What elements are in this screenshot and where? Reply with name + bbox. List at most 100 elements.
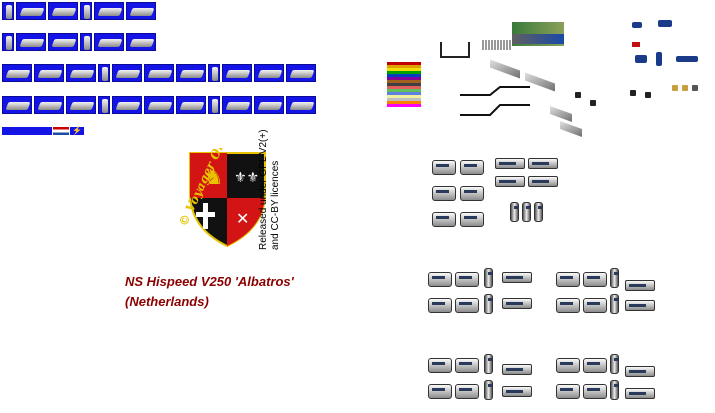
vehicle-sprite xyxy=(556,298,580,313)
vehicle-sprite xyxy=(510,202,519,222)
red-piece-icon xyxy=(632,42,640,47)
iso-tile-4 xyxy=(560,120,582,138)
sprite-tile xyxy=(34,96,64,114)
color-palette xyxy=(387,62,421,107)
vehicle-sprite xyxy=(484,268,493,288)
vehicle-sprite xyxy=(502,298,532,309)
vehicle-sprite xyxy=(522,202,531,222)
train-sprite-icon xyxy=(69,70,95,78)
sprite-tile xyxy=(208,96,220,114)
small-icon xyxy=(682,85,688,91)
sprite-tile xyxy=(94,33,124,51)
train-sprite-icon xyxy=(212,99,218,113)
train-sprite-icon xyxy=(115,102,141,110)
sprite-tile xyxy=(208,64,220,82)
sprite-tile xyxy=(254,64,284,82)
bracket-icon xyxy=(440,42,470,58)
vehicle-sprite xyxy=(495,176,525,187)
train-sprite-icon xyxy=(84,36,90,50)
vehicle-sprite xyxy=(460,212,484,227)
train-sprite-icon xyxy=(289,102,315,110)
train-sprite-icon xyxy=(179,102,205,110)
sprite-tile xyxy=(222,96,252,114)
blue-piece-icon xyxy=(656,52,662,66)
train-sprite-icon xyxy=(5,70,31,78)
train-sprite-icon xyxy=(51,39,77,47)
train-sprite-icon xyxy=(257,102,283,110)
vehicle-sprite xyxy=(528,176,558,187)
sprite-tile xyxy=(144,64,174,82)
vehicle-sprite xyxy=(484,354,493,374)
train-sprite-icon xyxy=(212,67,218,81)
small-icon xyxy=(672,85,678,91)
vehicle-sprite xyxy=(610,294,619,314)
vehicle-sprite xyxy=(484,294,493,314)
sprite-tile xyxy=(144,96,174,114)
train-sprite-icon xyxy=(129,39,155,47)
sprite-tile xyxy=(80,2,92,20)
vehicle-sprite xyxy=(502,272,532,283)
vehicle-sprite xyxy=(556,358,580,373)
sprite-tile xyxy=(48,33,78,51)
sprite-tile xyxy=(2,2,14,20)
blue-piece-icon xyxy=(658,20,672,27)
train-sprite-icon xyxy=(257,70,283,78)
vehicle-sprite xyxy=(625,366,655,377)
small-icon xyxy=(645,92,651,98)
vehicle-sprite xyxy=(502,386,532,397)
blue-piece-icon xyxy=(632,22,642,28)
train-sprite-icon xyxy=(147,70,173,78)
vehicle-sprite xyxy=(583,384,607,399)
sprite-tile xyxy=(126,33,156,51)
sprite-tile xyxy=(98,64,110,82)
train-sprite-icon xyxy=(69,102,95,110)
sprite-tile xyxy=(126,2,156,20)
sprite-tile xyxy=(66,96,96,114)
sprite-tile xyxy=(66,64,96,82)
sprite-row-1 xyxy=(2,2,156,20)
vehicle-sprite xyxy=(428,272,452,287)
sprite-tile xyxy=(48,2,78,20)
train-sprite-icon xyxy=(97,8,123,16)
small-icon xyxy=(630,90,636,96)
vehicle-title: NS Hispeed V250 'Albatros' (Netherlands) xyxy=(125,272,294,312)
train-sprite-icon xyxy=(37,102,63,110)
menu-sprite-strip: ⚡ xyxy=(2,127,84,135)
vehicle-sprite xyxy=(428,384,452,399)
train-sprite-icon xyxy=(5,102,31,110)
sprite-row-2 xyxy=(2,33,156,51)
sprite-tile xyxy=(2,33,14,51)
vehicle-sprite xyxy=(432,212,456,227)
train-sprite-icon xyxy=(6,36,12,50)
vehicle-sprite xyxy=(610,268,619,288)
train-sprite-icon xyxy=(225,102,251,110)
train-sprite-icon xyxy=(129,8,155,16)
train-sprite-icon xyxy=(51,8,77,16)
vehicle-sprite xyxy=(484,380,493,400)
train-sprite-icon xyxy=(19,8,45,16)
small-icon xyxy=(575,92,581,98)
vehicle-sprite xyxy=(583,272,607,287)
sprite-tile xyxy=(286,64,316,82)
sprite-tile xyxy=(254,96,284,114)
vehicle-sprite xyxy=(432,160,456,175)
svg-text:✕: ✕ xyxy=(236,209,249,228)
iso-tile-1 xyxy=(490,59,520,79)
vehicle-sprite xyxy=(610,380,619,400)
mini-train-icon xyxy=(2,127,52,135)
sprite-tile xyxy=(2,64,32,82)
vehicle-sprite xyxy=(625,300,655,311)
sprite-tile xyxy=(98,96,110,114)
vehicle-sprite xyxy=(432,186,456,201)
vehicle-sprite xyxy=(455,298,479,313)
train-sprite-icon xyxy=(97,39,123,47)
coat-of-arms-logo: ♞ ⚜⚜ ✕ © Voyager One xyxy=(176,148,266,248)
sprite-tile xyxy=(112,96,142,114)
small-icon xyxy=(590,100,596,106)
license-line-1: Released under GPL V2(+) xyxy=(258,129,269,250)
vehicle-sprite xyxy=(428,298,452,313)
svg-text:♞: ♞ xyxy=(204,165,224,190)
license-text: Released under GPL V2(+) and CC-BY licen… xyxy=(258,129,282,250)
train-sprite-icon xyxy=(289,70,315,78)
sprite-tile xyxy=(80,33,92,51)
